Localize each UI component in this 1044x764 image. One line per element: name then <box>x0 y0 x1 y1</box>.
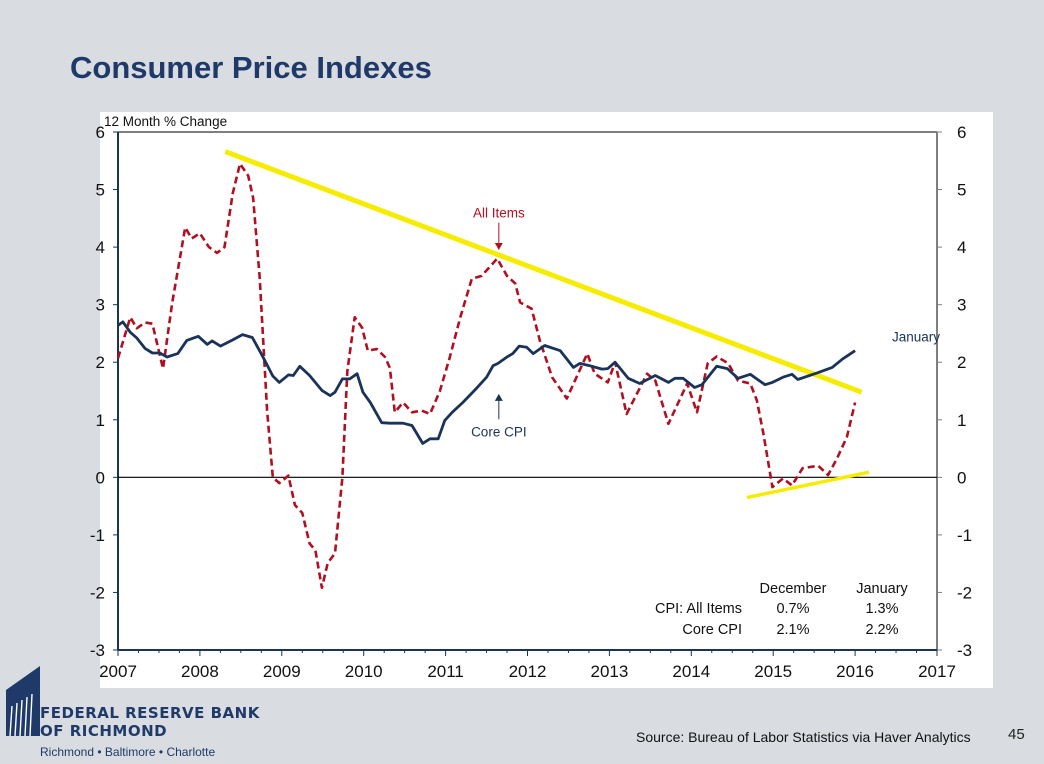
logo-subtitle: Richmond • Baltimore • Charlotte <box>40 745 216 759</box>
y-tick-label-right: 0 <box>957 468 966 487</box>
x-tick-label: 2015 <box>754 662 792 681</box>
y-tick-label-right: 3 <box>957 296 966 315</box>
annotation-label: January <box>892 329 940 344</box>
y-tick-label-right: -3 <box>957 641 972 660</box>
x-tick-label: 2009 <box>263 662 301 681</box>
logo-text-line1: FEDERAL RESERVE BANK <box>40 704 260 722</box>
table-header: January <box>856 581 908 597</box>
y-tick-label: -1 <box>90 526 105 545</box>
source-note: Source: Bureau of Labor Statistics via H… <box>636 729 971 745</box>
y-tick-label: -2 <box>90 583 105 602</box>
y-tick-label-right: -1 <box>957 526 972 545</box>
y-tick-label: 6 <box>96 123 105 142</box>
core-cpi-series-line <box>117 320 856 445</box>
chart-panel <box>100 112 993 688</box>
frb-richmond-logo <box>4 666 40 741</box>
arrowhead-icon <box>494 393 503 401</box>
y-tick-label: 3 <box>96 296 105 315</box>
y-tick-label: 2 <box>96 353 105 372</box>
page-number: 45 <box>1008 726 1025 743</box>
table-cell: CPI: All Items <box>655 601 742 617</box>
x-tick-label: 2012 <box>509 662 547 681</box>
y-tick-label-right: 1 <box>957 411 966 430</box>
table-cell: Core CPI <box>682 622 742 638</box>
y-tick-label-right: -2 <box>957 583 972 602</box>
x-tick-label: 2016 <box>836 662 874 681</box>
annotation-label: All Items <box>473 206 525 221</box>
x-tick-label: 2008 <box>181 662 219 681</box>
annotation-label: Core CPI <box>471 424 527 439</box>
x-tick-label: 2010 <box>345 662 383 681</box>
y-axis-label: 12 Month % Change <box>104 114 227 129</box>
trendline <box>746 470 870 500</box>
x-tick-label: 2017 <box>918 662 956 681</box>
table-header: December <box>760 581 827 597</box>
y-tick-label: 0 <box>96 468 105 487</box>
trendline <box>224 149 863 395</box>
y-tick-label-right: 5 <box>957 181 966 200</box>
page-title: Consumer Price Indexes <box>70 50 432 85</box>
x-tick-label: 2011 <box>427 662 464 681</box>
y-tick-label: 5 <box>96 181 105 200</box>
x-tick-label: 2007 <box>99 662 137 681</box>
all-items-series-line <box>116 162 857 590</box>
logo-text-line2: OF RICHMOND <box>40 722 168 740</box>
table-cell: 1.3% <box>865 601 898 617</box>
y-tick-label: -3 <box>90 641 105 660</box>
y-tick-label: 4 <box>96 238 105 257</box>
x-tick-label: 2013 <box>590 662 628 681</box>
y-tick-label-right: 2 <box>957 353 966 372</box>
y-tick-label: 1 <box>96 411 105 430</box>
x-tick-label: 2014 <box>672 662 710 681</box>
table-cell: 2.2% <box>865 622 898 638</box>
y-tick-label-right: 4 <box>957 238 966 257</box>
table-cell: 2.1% <box>776 622 809 638</box>
y-tick-label-right: 6 <box>957 123 966 142</box>
table-cell: 0.7% <box>776 601 809 617</box>
arrowhead-icon <box>494 242 503 250</box>
building-logo-icon <box>6 666 40 737</box>
